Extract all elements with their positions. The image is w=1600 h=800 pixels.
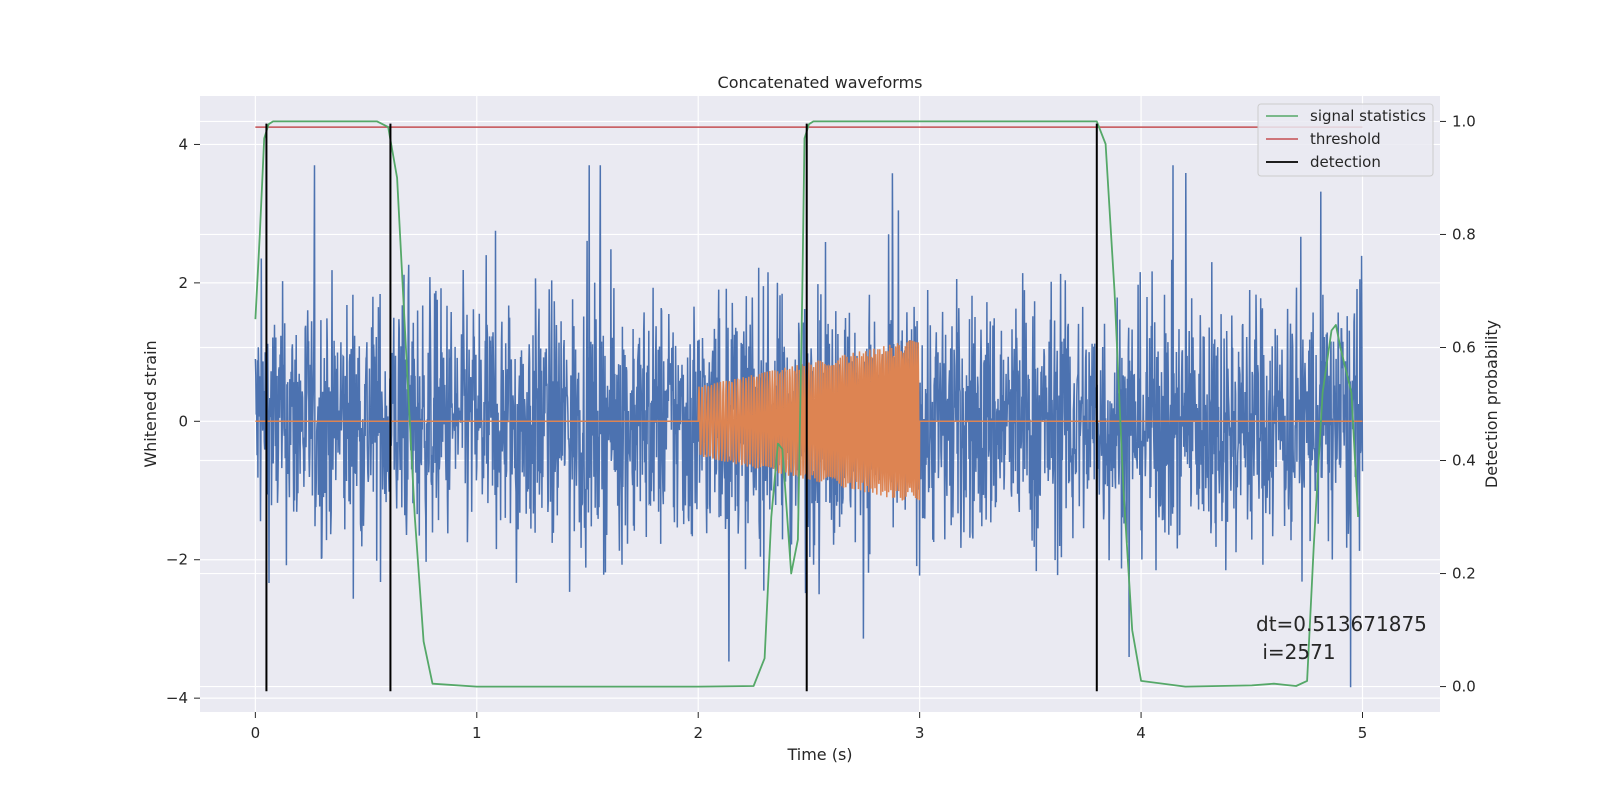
y-axis-label-right: Detection probability	[1482, 320, 1501, 488]
x-axis-label: Time (s)	[786, 745, 852, 764]
x-tick-label: 3	[915, 724, 925, 742]
axis-ticks: 0 1 2 3 4 5 −4 −2 0 2 4 0.0 0.2 0.4 0.6 0.8 1.0	[166, 112, 1476, 742]
x-tick-label: 4	[1136, 724, 1146, 742]
y-left-tick-label: 0	[178, 412, 188, 430]
annotation: dt=0.513671875 i=2571	[1256, 612, 1427, 664]
x-tick-label: 2	[693, 724, 703, 742]
plot-content	[254, 120, 1364, 692]
signal-statistics-line	[254, 120, 1359, 688]
y-left-tick-label: 2	[178, 274, 188, 292]
y-right-tick-label: 0.4	[1452, 452, 1476, 470]
waveform-series-line	[255, 340, 1363, 501]
y-left-tick-label: 4	[178, 135, 188, 153]
y-right-tick-label: 1.0	[1452, 112, 1476, 130]
legend-label-detection: detection	[1310, 153, 1381, 171]
y-right-tick-label: 0.8	[1452, 225, 1476, 243]
y-left-tick-label: −2	[166, 551, 188, 569]
legend-label-signal-statistics: signal statistics	[1310, 107, 1426, 125]
legend-box	[1257, 103, 1434, 177]
legend-label-threshold: threshold	[1310, 130, 1381, 148]
y-axis-label-left: Whitened strain	[141, 340, 160, 467]
y-right-tick-label: 0.2	[1452, 565, 1476, 583]
y-right-tick-label: 0.6	[1452, 338, 1476, 356]
y-right-tick-label: 0.0	[1452, 678, 1476, 696]
annotation-index: i=2571	[1256, 640, 1336, 664]
x-tick-label: 1	[472, 724, 482, 742]
y-left-tick-label: −4	[166, 689, 188, 707]
x-tick-label: 5	[1358, 724, 1368, 742]
chart-title: Concatenated waveforms	[718, 73, 923, 92]
legend: signal statistics threshold detection	[1257, 103, 1434, 177]
annotation-dt: dt=0.513671875	[1256, 612, 1427, 636]
x-tick-label: 0	[251, 724, 261, 742]
